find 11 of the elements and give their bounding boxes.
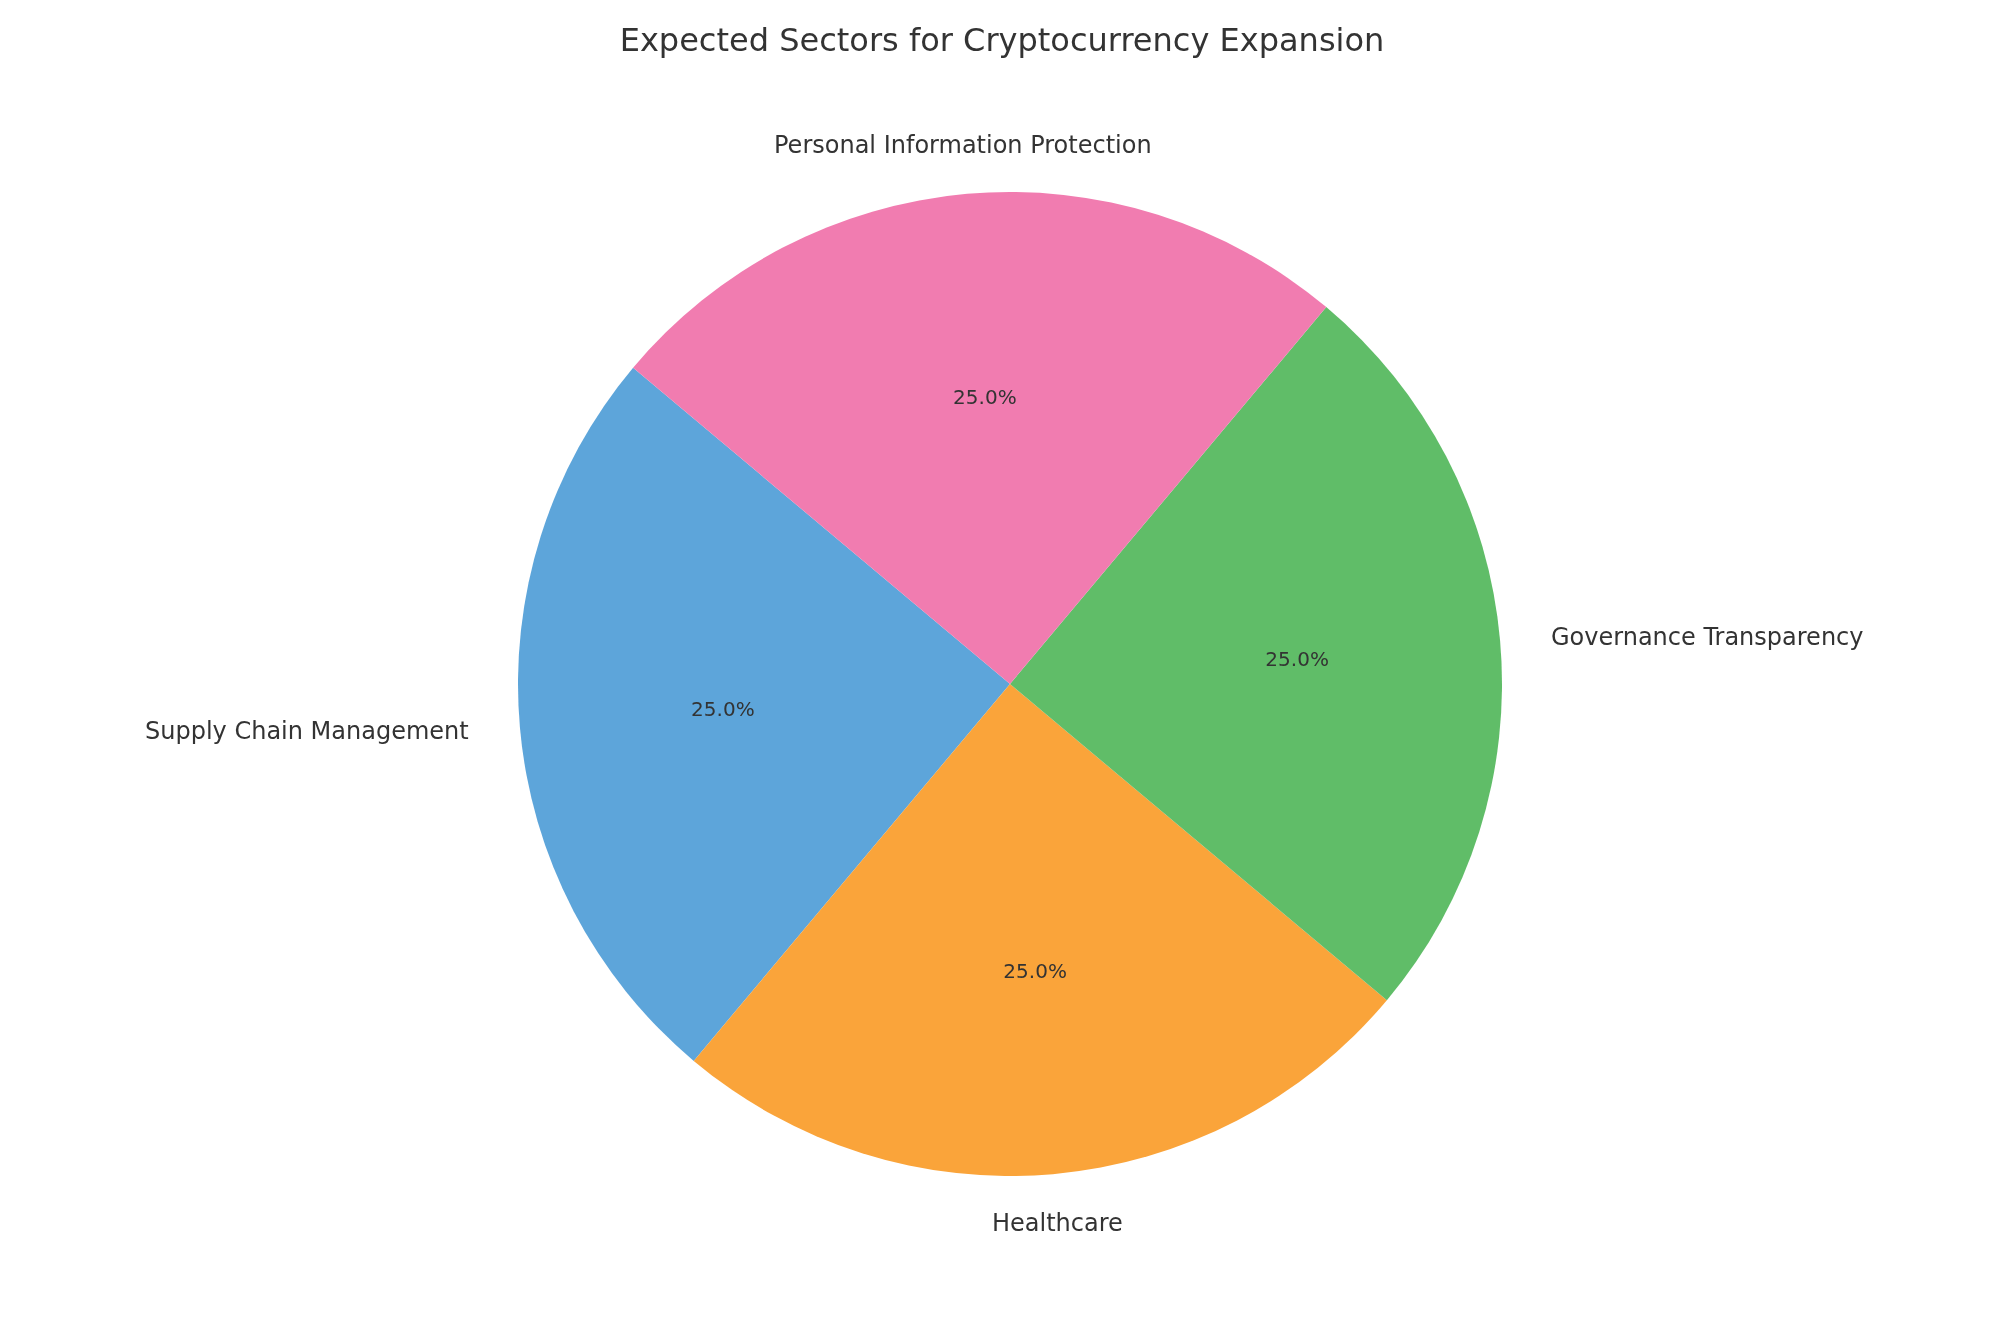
chart-title: Expected Sectors for Cryptocurrency Expansion: [619, 21, 1385, 60]
data-label: 25.0%: [1265, 646, 1329, 671]
pie-slice: [693, 684, 1387, 1176]
data-label: 25.0%: [953, 384, 1017, 409]
data-label: 25.0%: [1003, 959, 1067, 984]
data-label: 25.0%: [691, 697, 755, 722]
slice-label: Supply Chain Management: [145, 717, 469, 745]
slice-label: Governance Transparency: [1551, 623, 1864, 651]
slice-label: Personal Information Protection: [774, 131, 1152, 159]
slice-label: Healthcare: [992, 1209, 1123, 1237]
pie-slice: [633, 192, 1327, 684]
